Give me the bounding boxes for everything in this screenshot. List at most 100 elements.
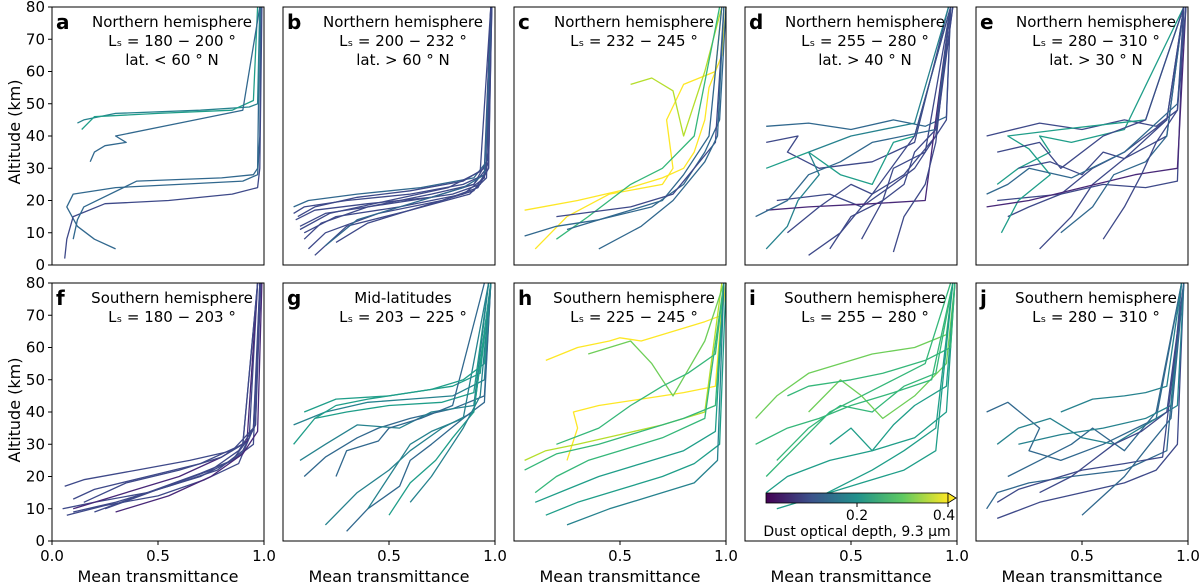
y-axis-label-top: Altitude (km)	[5, 80, 24, 185]
profile-line-h-3	[588, 282, 725, 397]
profile-line-f-3	[73, 282, 259, 510]
panel-annotation-b-1: Lₛ = 200 − 232 °	[339, 32, 467, 50]
x-tick-label-j-1: 1.0	[1176, 547, 1200, 565]
profile-line-a-5	[89, 6, 261, 163]
profile-line-i-9	[808, 282, 954, 503]
axes-frame-c	[513, 6, 727, 266]
y-tick-label-f-5: 50	[26, 371, 45, 389]
x-tick-label-f-2: 1.0	[252, 547, 276, 565]
panel-annotation-g-1: Lₛ = 203 − 225 °	[339, 308, 467, 326]
profile-line-f-7	[104, 282, 262, 510]
profile-line-g-11	[409, 282, 492, 503]
y-tick-label-f-4: 40	[26, 403, 45, 421]
panel-annotation-i-0: Southern hemisphere	[784, 289, 946, 307]
profile-line-c-2	[630, 6, 723, 137]
panel-f: 0 10 20 30 40 50 60 70 80 0.0 0.5 1.0 f Southern hemi…	[26, 274, 276, 565]
profile-line-a-3	[77, 6, 261, 124]
panel-annotation-d-0: Northern hemisphere	[785, 13, 945, 31]
profile-line-c-7	[598, 6, 725, 250]
axes-frame-b	[282, 6, 496, 266]
panel-letter-b: b	[287, 10, 301, 34]
profile-line-h-6	[545, 282, 727, 516]
panel-annotation-h-0: Southern hemisphere	[553, 289, 715, 307]
y-tick-label-a-6: 60	[26, 63, 45, 81]
profile-line-h-1	[566, 282, 725, 461]
profile-line-g-10	[303, 282, 492, 413]
axes-frame-e	[975, 6, 1189, 266]
x-tick-label-f-0: 0.0	[40, 547, 64, 565]
profile-line-g-9	[388, 282, 492, 516]
profile-line-i-7	[829, 282, 956, 452]
panel-letter-h: h	[518, 286, 532, 310]
panel-letter-a: a	[56, 10, 70, 34]
colorbar-extend-arrow	[947, 492, 957, 504]
profile-line-j-1	[996, 282, 1185, 520]
x-axis-label-j: Mean transmittance	[1002, 567, 1163, 586]
profile-line-j-9	[1081, 282, 1185, 516]
panel-letter-j: j	[979, 286, 987, 310]
profile-line-c-6	[556, 6, 725, 218]
x-tick-label-g-1: 1.0	[483, 547, 507, 565]
panel-annotation-a-2: lat. < 60 ° N	[125, 51, 218, 69]
x-axis-label-g: Mean transmittance	[309, 567, 470, 586]
profile-line-e-4	[1000, 6, 1185, 234]
panel-annotation-d-2: lat. > 40 ° N	[818, 51, 911, 69]
y-tick-label-a-0: 0	[35, 256, 45, 274]
y-tick-label-f-3: 30	[26, 435, 45, 453]
x-tick-label-f-1: 0.5	[146, 547, 170, 565]
panel-letter-e: e	[980, 10, 994, 34]
profile-line-b-11	[299, 6, 492, 231]
profile-line-i-6	[755, 282, 954, 445]
profile-line-e-8	[1018, 6, 1185, 176]
x-tick-label-j-0: 0.5	[1070, 547, 1094, 565]
profile-line-g-8	[335, 282, 486, 477]
profile-line-e-7	[1060, 6, 1185, 234]
x-axis-label-i: Mean transmittance	[771, 567, 932, 586]
profile-line-g-4	[346, 282, 492, 532]
colorbar-tick-label-0.4: 0.4	[933, 508, 955, 524]
y-tick-label-a-7: 70	[26, 30, 45, 48]
colorbar-ramp	[765, 492, 949, 504]
x-tick-label-h-1: 1.0	[714, 547, 738, 565]
panel-annotation-f-0: Southern hemisphere	[91, 289, 253, 307]
y-tick-label-a-3: 30	[26, 159, 45, 177]
y-tick-label-f-0: 0	[35, 532, 45, 550]
panel-letter-f: f	[56, 286, 65, 310]
profile-line-f-9	[115, 282, 263, 513]
profile-line-e-6	[986, 6, 1187, 208]
profile-line-c-1	[534, 6, 723, 250]
profile-line-d-6	[766, 6, 952, 211]
profile-line-j-4	[1007, 282, 1183, 478]
x-tick-label-g-0: 0.5	[377, 547, 401, 565]
y-tick-label-f-6: 60	[26, 339, 45, 357]
profile-line-b-0	[293, 6, 492, 214]
panel-annotation-a-0: Northern hemisphere	[92, 13, 252, 31]
profile-line-a-2	[72, 6, 261, 240]
x-tick-label-h-0: 0.5	[608, 547, 632, 565]
panel-annotation-f-1: Lₛ = 180 − 203 °	[108, 308, 236, 326]
profile-line-i-3	[808, 282, 956, 420]
colorbar-tick-label-0.2: 0.2	[846, 508, 868, 524]
panel-annotation-c-0: Northern hemisphere	[554, 13, 714, 31]
y-axis-label-bottom: Altitude (km)	[5, 358, 24, 463]
x-tick-label-i-1: 1.0	[945, 547, 969, 565]
profile-line-d-2	[776, 6, 952, 208]
profile-line-j-8	[996, 282, 1185, 503]
profile-line-d-1	[766, 6, 950, 169]
profile-line-h-9	[566, 282, 725, 526]
y-tick-label-f-8: 80	[26, 274, 45, 292]
profile-line-a-4	[81, 6, 259, 130]
panel-annotation-h-1: Lₛ = 225 − 245 °	[570, 308, 698, 326]
profile-line-h-2	[524, 282, 723, 461]
y-tick-label-a-4: 40	[26, 127, 45, 145]
panel-annotation-a-1: Lₛ = 180 − 200 °	[108, 32, 236, 50]
x-axis-label-f: Mean transmittance	[78, 567, 239, 586]
profile-line-c-5	[566, 6, 723, 231]
